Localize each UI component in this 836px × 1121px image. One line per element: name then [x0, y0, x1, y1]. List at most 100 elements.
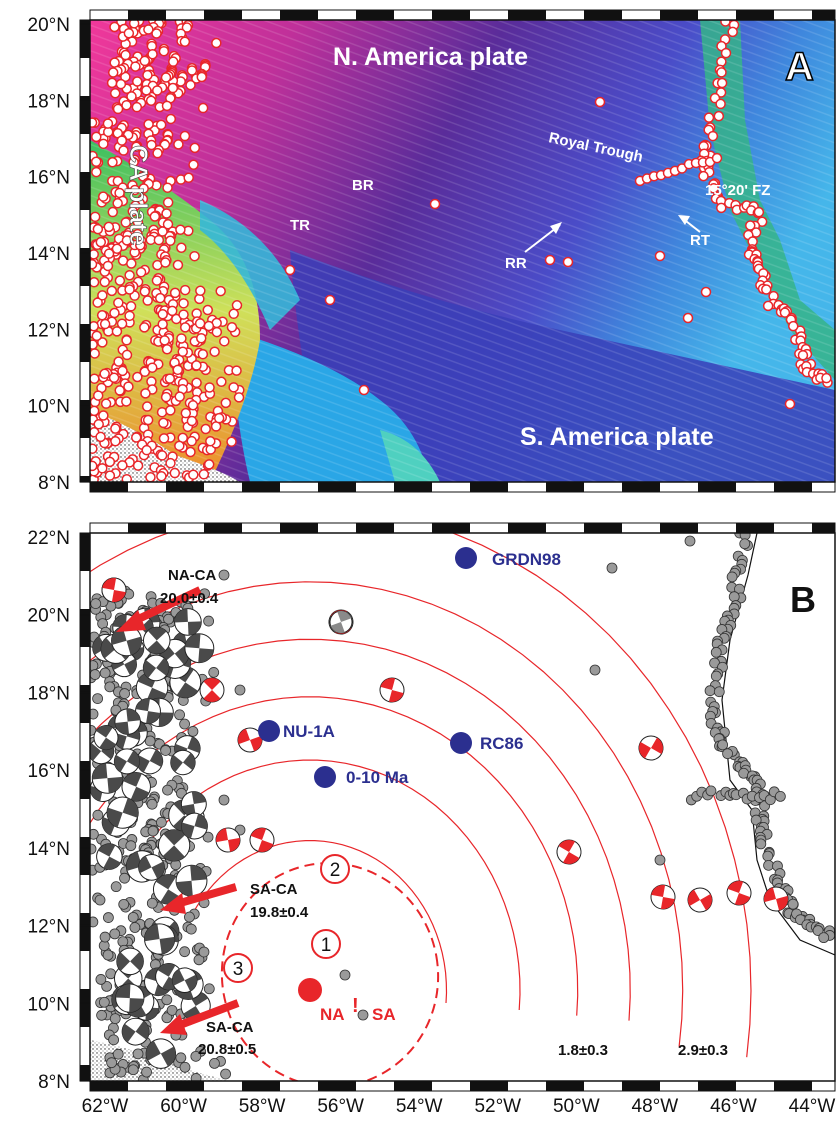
- lat-b-tick-label: 22°N: [28, 528, 70, 549]
- focal-mechanism: [136, 747, 164, 775]
- focal-mechanism: [650, 884, 676, 910]
- seismicity-a: [90, 20, 833, 482]
- pole-3: 3: [223, 953, 253, 983]
- focal-mechanism: [111, 625, 143, 657]
- focal-mechanism: [687, 887, 713, 913]
- focal-mechanism: [249, 827, 275, 853]
- focal-mechanism: [763, 886, 789, 912]
- station-label: RC86: [480, 734, 523, 753]
- lat-a-tick-label: 12°N: [28, 320, 70, 341]
- focal-mechanism: [138, 853, 165, 881]
- focal-mechanism: [184, 633, 215, 664]
- bathymetry-map: [90, 20, 835, 482]
- focal-mechanism: [142, 626, 171, 655]
- focal-mechanism: [145, 1038, 177, 1069]
- focal-mechanism: [638, 735, 664, 761]
- pole-number: 3: [233, 959, 244, 980]
- lon-tick-label: 50°W: [553, 1096, 600, 1117]
- lat-a-tick-label: 10°N: [28, 397, 70, 418]
- focal-mechanism: [116, 947, 144, 976]
- vector-name: NA-CA: [168, 567, 216, 584]
- vector-sa-ca-1: SA-CA 19.8±0.4: [160, 881, 309, 921]
- lat-ticks-a: 20°N 18°N 16°N 14°N 12°N 10°N 8°N: [28, 15, 90, 494]
- focal-mechanism: [170, 749, 196, 776]
- lat-b-tick-label: 12°N: [28, 917, 70, 938]
- station-label: NU-1A: [283, 722, 335, 741]
- label-rr: RR: [505, 255, 527, 272]
- lon-tick-label: 44°W: [789, 1096, 836, 1117]
- focal-mechanism: [157, 829, 191, 862]
- station-label: 0-10 Ma: [346, 768, 409, 787]
- lat-ticks-b: 22°N 20°N 18°N 16°N 14°N 12°N 10°N 8°N: [28, 528, 90, 1093]
- na-sa-pole: NA ! SA: [298, 978, 396, 1024]
- pole-number: 2: [330, 860, 341, 881]
- pole-number: 1: [321, 935, 332, 956]
- panel-a-letter: A: [785, 45, 814, 89]
- vector-name: SA-CA: [206, 1019, 254, 1036]
- focal-mechanism: [379, 677, 405, 703]
- lat-b-tick-label: 10°N: [28, 994, 70, 1015]
- focal-mechanism: [142, 654, 170, 682]
- contour-label-1: 1.8±0.3: [558, 1042, 608, 1059]
- lat-b-tick-label: 16°N: [28, 761, 70, 782]
- lon-tick-label: 46°W: [710, 1096, 757, 1117]
- focal-mechanism: [237, 727, 263, 753]
- focal-mechanism: [143, 923, 176, 955]
- station-grdn98: GRDN98: [455, 547, 561, 569]
- lat-a-tick-label: 20°N: [28, 15, 70, 36]
- vector-name: SA-CA: [250, 881, 298, 898]
- vector-rate: 20.8±0.5: [198, 1041, 256, 1058]
- lat-a-tick-label: 16°N: [28, 168, 70, 189]
- label-tr: TR: [290, 217, 310, 234]
- vector-na-ca: NA-CA 20.0±0.4: [116, 567, 219, 632]
- lon-tick-label: 56°W: [317, 1096, 364, 1117]
- label-fracture-zone: 15°20' FZ: [705, 182, 770, 199]
- panel-b: B NA-CA 20.0±0.4 SA-CA 19.8±0.4 SA-CA 20…: [28, 522, 836, 1117]
- lat-b-tick-label: 18°N: [28, 683, 70, 704]
- vector-sa-ca-2: SA-CA 20.8±0.5: [160, 999, 256, 1058]
- pole-1: 1: [311, 929, 341, 959]
- focal-mechanism: [726, 880, 752, 906]
- focal-mechanism: [121, 772, 151, 802]
- pole-label-bang: !: [352, 995, 359, 1017]
- focal-mechanism: [329, 610, 353, 634]
- label-na-plate: N. America plate: [333, 43, 528, 71]
- vector-rate: 19.8±0.4: [250, 904, 309, 921]
- label-br: BR: [352, 177, 374, 194]
- label-ca-plate: CA plate: [124, 145, 152, 246]
- lat-a-tick-label: 14°N: [28, 244, 70, 265]
- focal-mechanism: [171, 967, 198, 994]
- panel-b-letter: B: [790, 579, 816, 620]
- focal-mechanism: [174, 608, 202, 636]
- lon-tick-label: 54°W: [396, 1096, 443, 1117]
- lat-a-tick-label: 8°N: [38, 473, 70, 494]
- focal-mechanism: [96, 843, 123, 870]
- label-rt: RT: [690, 232, 710, 249]
- lat-b-tick-label: 8°N: [38, 1072, 70, 1093]
- lon-tick-label: 52°W: [474, 1096, 521, 1117]
- lat-b-tick-label: 20°N: [28, 606, 70, 627]
- focal-mechanism: [113, 748, 140, 775]
- focal-mechanism: [114, 708, 141, 735]
- pole-label-left: NA: [320, 1005, 345, 1024]
- focal-mechanism: [101, 577, 127, 603]
- focal-mechanism: [175, 864, 208, 897]
- map-frame-b: [79, 522, 836, 1092]
- map-frame-a: [79, 9, 836, 493]
- station-0-10ma: 0-10 Ma: [314, 766, 409, 788]
- station-nu1a: NU-1A: [258, 720, 335, 742]
- focal-mechanism: [135, 698, 161, 725]
- focal-mechanism: [181, 812, 208, 840]
- lat-b-tick-label: 14°N: [28, 839, 70, 860]
- lon-tick-label: 62°W: [82, 1096, 129, 1117]
- focal-mechanism: [115, 983, 145, 1013]
- panel-a: A N. America plate S. America plate CA p…: [28, 9, 836, 494]
- pole-label-right: SA: [372, 1005, 396, 1024]
- lon-tick-label: 60°W: [160, 1096, 207, 1117]
- focal-mechanism: [91, 762, 124, 794]
- lon-tick-label: 48°W: [632, 1096, 679, 1117]
- focal-mechanism: [121, 1017, 150, 1046]
- lon-ticks-b: 62°W 60°W 58°W 56°W 54°W 52°W 50°W 48°W 46°W 44°W: [82, 1096, 836, 1117]
- focal-mechanism: [93, 725, 119, 751]
